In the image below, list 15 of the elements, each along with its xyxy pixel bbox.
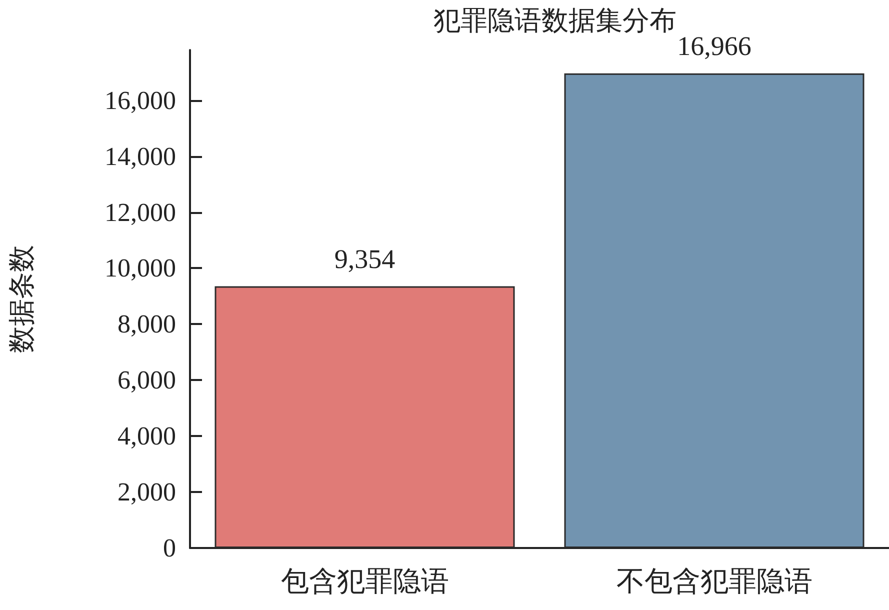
y-tick-label: 16,000 (104, 86, 176, 115)
chart-title: 犯罪隐语数据集分布 (434, 6, 676, 36)
y-tick-label: 12,000 (104, 198, 176, 227)
y-axis-title: 数据条数 (6, 245, 36, 353)
x-tick-label: 包含犯罪隐语 (280, 566, 449, 598)
y-tick-label: 8,000 (118, 310, 176, 339)
y-tick-label: 4,000 (118, 422, 176, 451)
y-tick-label: 6,000 (118, 366, 176, 395)
x-tick-label: 不包含犯罪隐语 (616, 566, 812, 598)
y-tick-label: 0 (163, 534, 176, 562)
data-label: 16,966 (677, 30, 752, 61)
data-label: 9,354 (334, 244, 396, 274)
y-tick-label: 10,000 (104, 254, 176, 283)
y-tick-label: 14,000 (104, 142, 176, 171)
y-tick-label: 2,000 (118, 478, 176, 507)
